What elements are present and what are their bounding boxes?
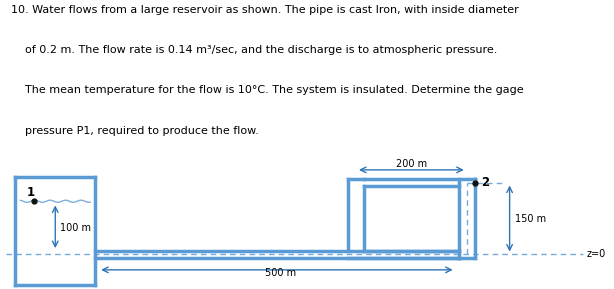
Text: of 0.2 m. The flow rate is 0.14 m³/sec, and the discharge is to atmospheric pres: of 0.2 m. The flow rate is 0.14 m³/sec, … bbox=[11, 45, 497, 55]
Text: 100 m: 100 m bbox=[60, 223, 91, 233]
Text: z=0: z=0 bbox=[586, 249, 605, 260]
Text: 500 m: 500 m bbox=[265, 268, 297, 278]
Text: 200 m: 200 m bbox=[396, 159, 427, 169]
Text: The mean temperature for the flow is 10°C. The system is insulated. Determine th: The mean temperature for the flow is 10°… bbox=[11, 86, 524, 95]
Text: 10. Water flows from a large reservoir as shown. The pipe is cast Iron, with ins: 10. Water flows from a large reservoir a… bbox=[11, 5, 519, 15]
Text: 1: 1 bbox=[26, 186, 34, 199]
Text: 150 m: 150 m bbox=[515, 214, 546, 224]
Text: pressure P1, required to produce the flow.: pressure P1, required to produce the flo… bbox=[11, 126, 259, 136]
Text: 2: 2 bbox=[481, 176, 489, 189]
